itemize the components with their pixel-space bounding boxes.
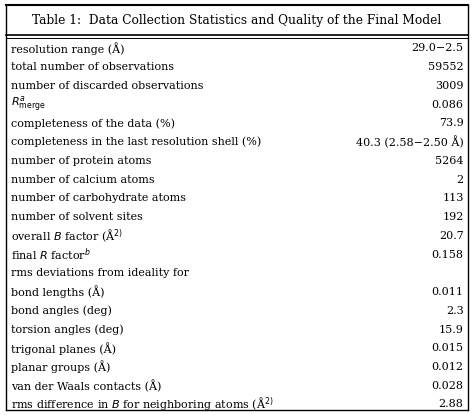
Text: 29.0−2.5: 29.0−2.5 [411, 44, 464, 54]
Text: $R_{\mathrm{merge}}^{a}$: $R_{\mathrm{merge}}^{a}$ [11, 95, 46, 115]
Text: 15.9: 15.9 [439, 325, 464, 334]
Text: final $R$ factor$^{b}$: final $R$ factor$^{b}$ [11, 246, 91, 263]
Text: 5264: 5264 [435, 156, 464, 166]
Text: planar groups (Å): planar groups (Å) [11, 361, 111, 374]
Text: number of carbohydrate atoms: number of carbohydrate atoms [11, 193, 186, 203]
Text: resolution range (Å): resolution range (Å) [11, 42, 125, 55]
Text: trigonal planes (Å): trigonal planes (Å) [11, 342, 117, 355]
Text: 2.3: 2.3 [446, 306, 464, 316]
Text: overall $B$ factor (Å$^{2)}$: overall $B$ factor (Å$^{2)}$ [11, 227, 124, 244]
Text: 20.7: 20.7 [439, 231, 464, 241]
Text: number of calcium atoms: number of calcium atoms [11, 175, 155, 185]
Text: rms difference in $B$ for neighboring atoms (Å$^{2)}$: rms difference in $B$ for neighboring at… [11, 396, 274, 413]
Text: 0.012: 0.012 [431, 362, 464, 372]
Text: number of solvent sites: number of solvent sites [11, 212, 143, 222]
Text: 3009: 3009 [435, 81, 464, 91]
Text: 192: 192 [442, 212, 464, 222]
Text: Table 1:  Data Collection Statistics and Quality of the Final Model: Table 1: Data Collection Statistics and … [32, 14, 442, 27]
Text: 2: 2 [456, 175, 464, 185]
Text: 0.011: 0.011 [431, 287, 464, 297]
Text: number of discarded observations: number of discarded observations [11, 81, 204, 91]
Text: number of protein atoms: number of protein atoms [11, 156, 152, 166]
Text: bond angles (deg): bond angles (deg) [11, 305, 112, 316]
Text: completeness of the data (%): completeness of the data (%) [11, 118, 175, 129]
Text: 40.3 (2.58−2.50 Å): 40.3 (2.58−2.50 Å) [356, 136, 464, 149]
Text: 2.88: 2.88 [439, 400, 464, 410]
Text: 0.158: 0.158 [431, 249, 464, 260]
Text: 0.015: 0.015 [431, 343, 464, 353]
Text: van der Waals contacts (Å): van der Waals contacts (Å) [11, 379, 162, 392]
Text: 113: 113 [442, 193, 464, 203]
Text: bond lengths (Å): bond lengths (Å) [11, 286, 105, 298]
Text: 59552: 59552 [428, 62, 464, 72]
Text: completeness in the last resolution shell (%): completeness in the last resolution shel… [11, 137, 262, 147]
Text: torsion angles (deg): torsion angles (deg) [11, 324, 124, 335]
Text: rms deviations from ideality for: rms deviations from ideality for [11, 269, 190, 278]
Text: 0.086: 0.086 [431, 100, 464, 110]
Text: 0.028: 0.028 [431, 381, 464, 391]
Text: total number of observations: total number of observations [11, 62, 174, 72]
Text: 73.9: 73.9 [439, 118, 464, 128]
